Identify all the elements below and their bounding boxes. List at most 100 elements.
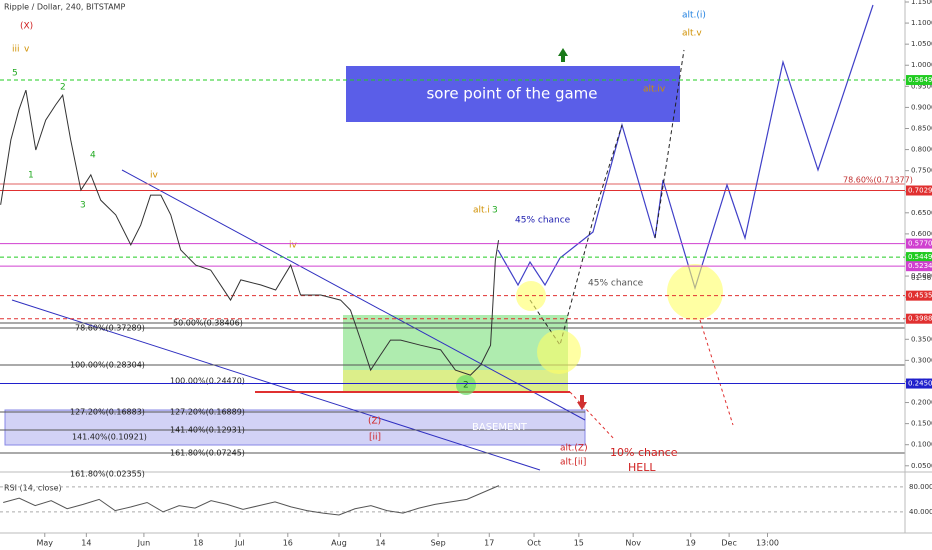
wave-label: 2 [60,83,66,93]
price-tag-label: 0.57701 [908,240,932,248]
support-band [343,370,568,392]
wave-label: iv [150,171,159,181]
x-tick-label: Nov [625,539,641,548]
up-arrow [558,48,568,56]
rsi-line [3,485,500,516]
y-tick-label: 0.65000 [911,209,932,217]
target-circle [516,281,546,311]
price-tag [906,261,932,272]
annotation: 45% chance [515,216,571,226]
countdown: 01:56:55 [911,274,932,282]
fib-label: 141.40%(0.10921) [72,433,147,442]
fib-label: 161.80%(0.02355) [70,470,145,479]
x-tick-label: 15 [574,539,584,548]
y-tick-label: 0.15000 [911,420,932,428]
fib-label: 100.00%(0.24470) [170,377,245,386]
annotation: HELL [628,461,656,474]
x-tick-label: Sep [431,539,446,548]
x-tick-label: 19 [686,539,696,548]
channel-line [121,169,586,421]
fib-label: 127.20%(0.16883) [70,408,145,417]
wave-label: iii [12,45,20,55]
x-tick-label: 13:00 [756,539,779,548]
y-tick-label: 0.60000 [911,230,932,238]
wave-label: alt.v [682,29,702,39]
wave-label: 2 [463,381,469,391]
price-tag [906,252,932,263]
bear-path [569,391,616,441]
price-tag [906,75,932,86]
price-tag-label: 0.54496 [908,253,932,261]
wave-label: 4 [90,151,96,161]
down-arrow [580,395,584,402]
rsi-tick-label: 80.00000 [909,483,932,491]
wave-label: [ii] [369,433,381,443]
x-tick-label: 17 [484,539,494,548]
x-tick-label: 18 [193,539,203,548]
resistance-box [346,66,680,122]
annotation: 10% chance [610,446,678,459]
annotation: 45% chance [588,279,644,289]
price-tag-label: 0.45351 [908,292,932,300]
annotation: sore point of the game [426,85,597,103]
down-arrow [577,402,587,410]
price-tag-label: 0.39887 [908,315,932,323]
y-tick-label: 0.80000 [911,146,932,154]
annotation: BASEMENT [472,422,528,433]
y-tick-label: 0.35000 [911,335,932,343]
wave-label: (Z) [368,417,381,427]
wave-label: alt.[ii] [560,458,586,468]
y-tick-label: 1.05000 [911,40,932,48]
y-tick-label: 0.20000 [911,399,932,407]
y-tick-label: 1.15000 [911,0,932,6]
target-circle [537,330,581,374]
price-tag-label: 0.52342 [908,262,932,270]
wave-label: alt.i [473,206,490,216]
y-tick-label: 0.95000 [911,82,932,90]
price-tag-label: 0.70292 [908,186,932,194]
wave-label: 5 [12,69,18,79]
fib-label: 78.60%(0.71377) [843,176,913,185]
chart-title: Ripple / Dollar, 240, BITSTAMP [4,3,125,12]
wave-label: 3 [492,206,498,216]
fib-label: 50.00%(0.38406) [173,319,243,328]
wave-label: (X) [20,22,33,32]
y-tick-label: 0.10000 [911,441,932,449]
price-line [0,89,500,376]
wave-label: alt.(Z) [560,444,588,454]
target-circle [456,375,476,395]
fib-label: 161.80%(0.07245) [170,449,245,458]
x-tick-label: May [36,539,53,548]
wave-label: alt.iv [643,85,666,95]
fib-label: 100.00%(0.28304) [70,361,145,370]
x-tick-label: Jul [234,539,245,548]
wave-label: 1 [28,171,34,181]
fib-label: 127.20%(0.16889) [170,408,245,417]
y-tick-label: 1.10000 [911,19,932,27]
basement-box [4,409,586,446]
x-tick-label: 14 [81,539,91,548]
alt-projection [529,124,623,347]
x-tick-label: Oct [527,539,541,548]
wave-label: v [24,45,30,55]
x-tick-label: 14 [375,539,385,548]
y-tick-label: 0.90000 [911,103,932,111]
wave-label: 3 [80,201,86,211]
y-tick-label: 0.05000 [911,462,932,470]
rsi-title: RSI (14, close) [4,484,62,493]
price-tag [906,290,932,301]
price-tag [906,185,932,196]
y-tick-label: 0.50000 [911,272,932,280]
target-circle [667,264,723,320]
fib-label: 141.40%(0.12931) [170,426,245,435]
x-tick-label: Dec [721,539,736,548]
price-tag [906,238,932,249]
price-tag [906,378,932,389]
alt-projection [654,49,685,239]
wave-label: iv [289,241,298,251]
rsi-tick-label: 40.00000 [909,508,932,516]
price-tag [906,313,932,324]
